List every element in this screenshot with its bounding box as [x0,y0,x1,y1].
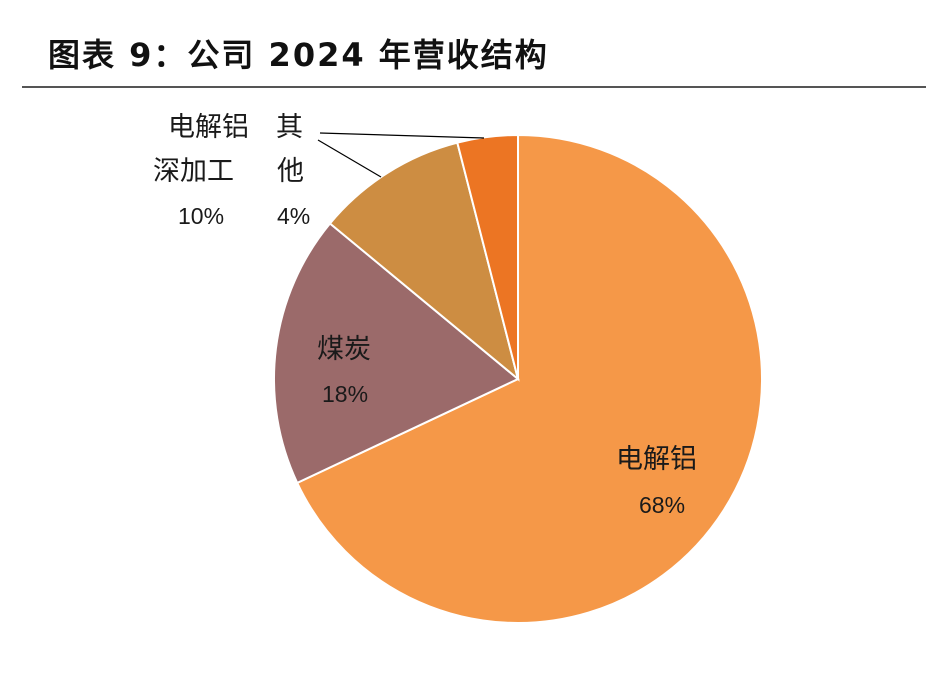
leader-line-processing [317,139,382,178]
value-aluminum: 68% [639,492,685,518]
label-coal: 煤炭 [317,334,371,365]
label-other-part2: 他 [277,156,304,187]
slice-electrolytic-aluminum [295,133,763,624]
value-other: 4% [277,203,310,229]
label-aluminum-annotation: 电解铝 [168,112,249,143]
label-aluminum: 电解铝 [616,444,697,475]
label-other-part1: 其 [276,112,303,143]
value-coal: 18% [322,381,368,407]
slice-other [456,133,519,380]
slice-coal [273,222,520,485]
leader-line-other [319,132,485,139]
pie-slices [273,133,763,624]
chart-title: 图表 9：公司 2024 年营收结构 [48,36,549,74]
value-processing: 10% [178,203,224,229]
title-divider [22,86,926,88]
label-processing: 深加工 [153,156,234,187]
slice-deep-processing [328,141,520,382]
